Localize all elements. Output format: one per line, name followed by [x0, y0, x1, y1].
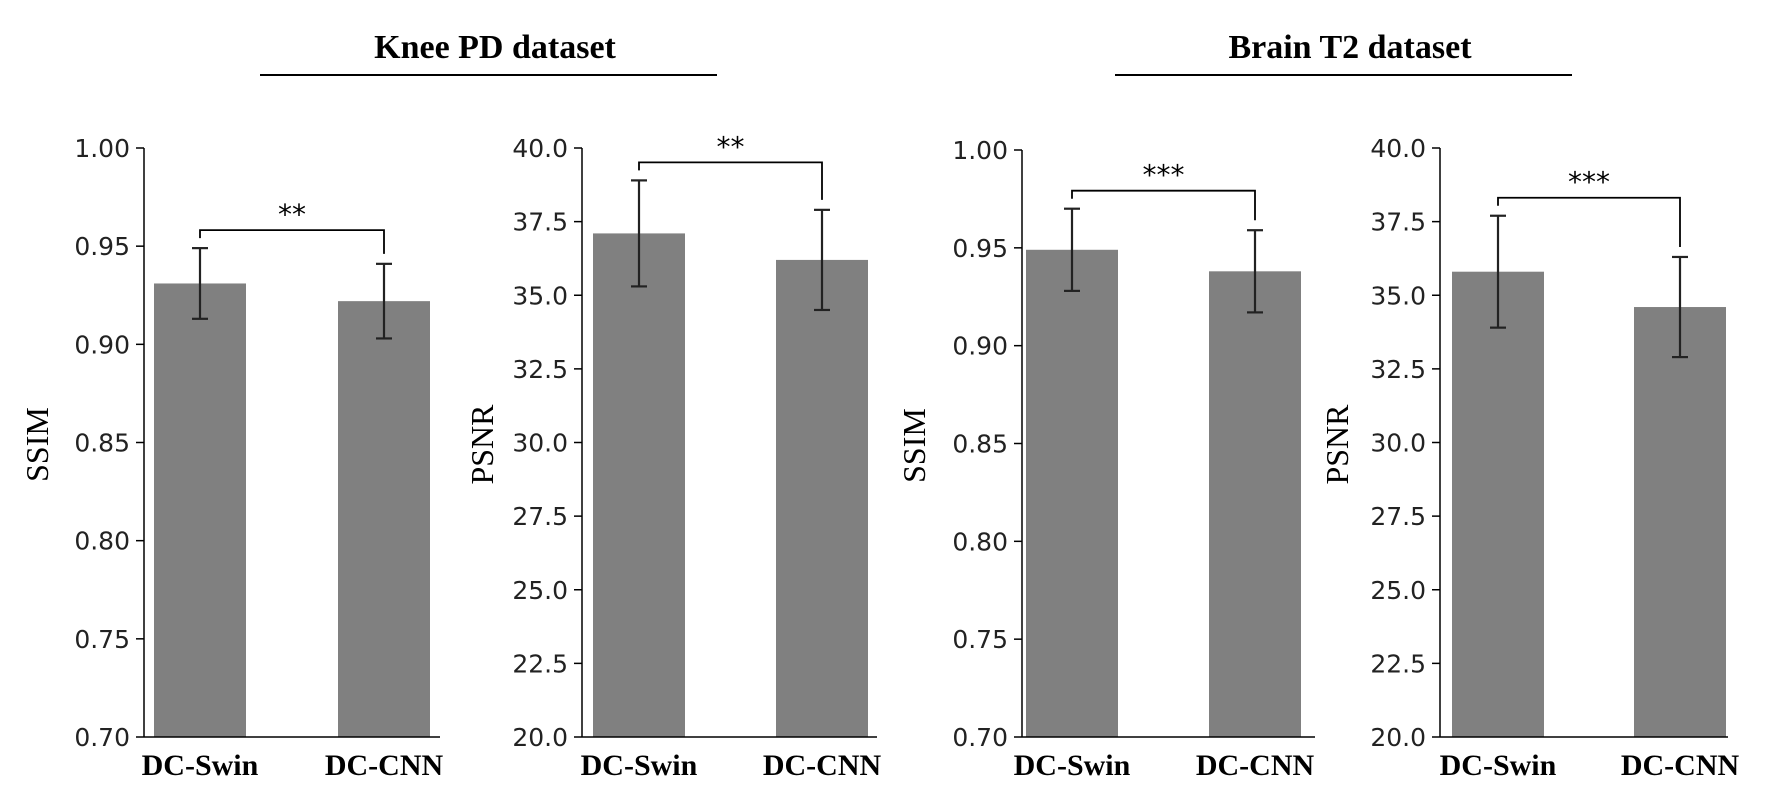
y-tick-label: 35.0	[512, 281, 568, 310]
chart-panel-1: 0.70 0.75 0.80 0.85 0.90 0.95 1.00 ** DC-Swin DC-…	[19, 134, 443, 782]
group-title-brain: Brain T2 dataset	[1228, 29, 1472, 66]
y-tick-label: 20.0	[512, 723, 568, 752]
significance-bracket	[199, 229, 385, 254]
x-category-label: DC-CNN	[763, 749, 882, 782]
y-tick-label: 0.75	[74, 625, 130, 654]
y-tick-label: 0.80	[952, 527, 1008, 556]
chart-panel-2: 20.0 22.5 25.0 27.5 30.0 32.5 35.0 37.5 40.0 ** DC…	[464, 130, 881, 782]
significance-label: ***	[1568, 166, 1610, 199]
significance-label: ***	[1143, 159, 1185, 192]
y-tick-label: 22.5	[1370, 649, 1426, 678]
bar-dc-cnn	[338, 301, 430, 737]
y-tick-label: 30.0	[1370, 429, 1426, 458]
y-tick-label: 25.0	[1370, 576, 1426, 605]
y-tick-label: 27.5	[512, 502, 568, 531]
y-tick-label: 30.0	[512, 429, 568, 458]
y-tick-label: 37.5	[1370, 208, 1426, 237]
y-tick-label: 40.0	[512, 134, 568, 163]
x-category-label: DC-CNN	[325, 749, 444, 782]
bar-dc-cnn	[1209, 271, 1301, 737]
x-category-label: DC-Swin	[581, 749, 698, 782]
bar-dc-swin	[593, 233, 685, 737]
chart-panels: 0.70 0.75 0.80 0.85 0.90 0.95 1.00 ** DC-Swin DC-…	[19, 130, 1739, 782]
y-tick-label: 22.5	[512, 649, 568, 678]
y-axis-label: PSNR	[464, 404, 500, 485]
significance-bracket	[1071, 189, 1256, 221]
bar-dc-swin	[1452, 271, 1544, 737]
y-axis-label: SSIM	[896, 408, 932, 483]
x-category-label: DC-Swin	[1014, 749, 1131, 782]
x-category-label: DC-Swin	[1440, 749, 1557, 782]
y-tick-label: 25.0	[512, 576, 568, 605]
y-tick-label: 27.5	[1370, 502, 1426, 531]
bar-dc-cnn	[1634, 307, 1726, 737]
bar-dc-swin	[1026, 249, 1118, 738]
y-tick-label: 0.80	[74, 527, 130, 556]
x-category-label: DC-CNN	[1196, 749, 1315, 782]
y-tick-label: 32.5	[512, 355, 568, 384]
y-tick-label: 0.90	[952, 332, 1008, 361]
chart-panel-3: 0.70 0.75 0.80 0.85 0.90 0.95 1.00 *** DC-Swin DC…	[896, 136, 1315, 782]
y-tick-label: 0.90	[74, 330, 130, 359]
y-tick-label: 35.0	[1370, 281, 1426, 310]
y-tick-label: 0.85	[952, 430, 1008, 459]
significance-bracket	[638, 161, 823, 200]
y-tick-label: 0.95	[74, 232, 130, 261]
y-axis-label: SSIM	[19, 407, 55, 482]
x-category-label: DC-CNN	[1621, 749, 1740, 782]
chart-panel-4: 20.0 22.5 25.0 27.5 30.0 32.5 35.0 37.5 40.0 *** D…	[1319, 134, 1739, 782]
y-tick-label: 40.0	[1370, 134, 1426, 163]
y-tick-label: 20.0	[1370, 723, 1426, 752]
y-axis-label: PSNR	[1319, 404, 1355, 485]
y-tick-label: 0.95	[952, 234, 1008, 263]
bar-dc-cnn	[776, 259, 868, 737]
y-tick-label: 32.5	[1370, 355, 1426, 384]
y-tick-label: 0.70	[74, 723, 130, 752]
bar-dc-swin	[154, 283, 246, 737]
significance-label: **	[278, 198, 306, 231]
y-tick-label: 0.70	[952, 723, 1008, 752]
y-tick-label: 0.85	[74, 429, 130, 458]
x-category-label: DC-Swin	[142, 749, 259, 782]
y-tick-label: 0.75	[952, 625, 1008, 654]
y-tick-label: 1.00	[74, 134, 130, 163]
y-tick-label: 37.5	[512, 208, 568, 237]
significance-label: **	[717, 130, 745, 163]
group-title-knee: Knee PD dataset	[374, 29, 616, 66]
significance-bracket	[1497, 196, 1681, 247]
y-tick-label: 1.00	[952, 136, 1008, 165]
